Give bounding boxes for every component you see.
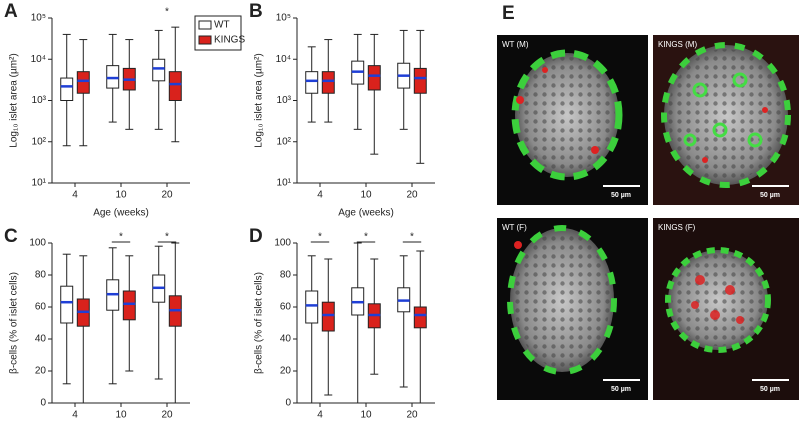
box (60, 77, 74, 101)
y-axis-label: β-cells (% of islet cells) (9, 272, 20, 374)
x-tick-label: 20 (406, 190, 418, 201)
y-tick-label: 40 (280, 334, 292, 345)
x-axis-label: Age (weeks) (338, 208, 394, 219)
panel-letter: E (502, 3, 515, 24)
box (305, 71, 319, 94)
x-tick-label: 10 (360, 410, 372, 421)
box (152, 58, 166, 82)
significance-marker: * (165, 232, 169, 243)
image-label: WT (F) (502, 223, 527, 232)
box (321, 71, 335, 94)
significance-marker: * (364, 232, 368, 243)
x-tick-label: 4 (317, 190, 323, 201)
y-tick-label: 80 (280, 270, 292, 281)
image-label: KINGS (M) (658, 40, 697, 49)
micrograph: WT (M) 50 µm (497, 35, 648, 205)
scale-label: 50 µm (760, 386, 780, 393)
x-tick-label: 20 (161, 410, 173, 421)
box (168, 71, 182, 101)
x-tick-label: 10 (115, 190, 127, 201)
box (60, 285, 74, 324)
legend-swatch (198, 20, 212, 30)
x-tick-label: 4 (317, 410, 323, 421)
y-axis-label: β-cells (% of islet cells) (254, 272, 265, 374)
box (413, 67, 427, 94)
y-tick-label: 20 (280, 366, 292, 377)
y-tick-label: 10² (277, 136, 292, 147)
y-tick-label: 10⁵ (276, 13, 291, 24)
y-tick-label: 10¹ (32, 178, 47, 189)
y-tick-label: 20 (35, 366, 47, 377)
micrograph: KINGS (F) 50 µm (653, 218, 799, 400)
panel-e: E WT (M) 50 µm KINGS (M) 50 µm (497, 3, 799, 400)
box (367, 65, 381, 91)
box (122, 290, 136, 321)
y-tick-label: 10³ (277, 95, 292, 106)
box (76, 71, 90, 94)
box (321, 301, 335, 332)
box (305, 290, 319, 324)
y-tick-label: 0 (40, 398, 46, 409)
panel-letter: A (4, 1, 18, 22)
x-tick-label: 4 (72, 410, 78, 421)
micrograph: KINGS (M) 50 µm (653, 35, 799, 205)
legend-label: KINGS (214, 35, 245, 46)
significance-marker: * (119, 232, 123, 243)
legend-label: WT (214, 20, 230, 31)
legend: WT KINGS (194, 15, 245, 51)
scale-label: 50 µm (611, 192, 631, 199)
panel-letter: D (249, 226, 263, 247)
y-tick-label: 60 (280, 302, 292, 313)
panel-letter: C (4, 226, 18, 247)
significance-marker: * (165, 7, 169, 18)
panel-letter: B (249, 1, 263, 22)
y-tick-label: 10⁴ (276, 54, 291, 65)
x-tick-label: 10 (360, 190, 372, 201)
y-tick-label: 80 (35, 270, 47, 281)
legend-swatch (198, 35, 212, 45)
y-tick-label: 10⁵ (31, 13, 46, 24)
y-tick-label: 60 (35, 302, 47, 313)
significance-marker: * (410, 232, 414, 243)
y-tick-label: 100 (274, 238, 291, 249)
y-tick-label: 100 (29, 238, 46, 249)
x-tick-label: 20 (161, 190, 173, 201)
y-tick-label: 10¹ (277, 178, 292, 189)
x-axis-label: Age (weeks) (93, 208, 149, 219)
micrograph: WT (F) 50 µm (497, 218, 648, 400)
x-tick-label: 10 (115, 410, 127, 421)
y-tick-label: 40 (35, 334, 47, 345)
x-tick-label: 20 (406, 410, 418, 421)
significance-marker: * (318, 232, 322, 243)
y-tick-label: 0 (285, 398, 291, 409)
box (413, 306, 427, 329)
image-label: KINGS (F) (658, 223, 696, 232)
scale-label: 50 µm (611, 386, 631, 393)
image-label: WT (M) (502, 40, 529, 49)
y-axis-label: Log₁₀ islet area (µm²) (254, 53, 265, 147)
y-axis-label: Log₁₀ islet area (µm²) (9, 53, 20, 147)
y-tick-label: 10³ (32, 95, 47, 106)
x-tick-label: 4 (72, 190, 78, 201)
y-tick-label: 10² (32, 136, 47, 147)
y-tick-label: 10⁴ (31, 54, 46, 65)
scale-label: 50 µm (760, 192, 780, 199)
